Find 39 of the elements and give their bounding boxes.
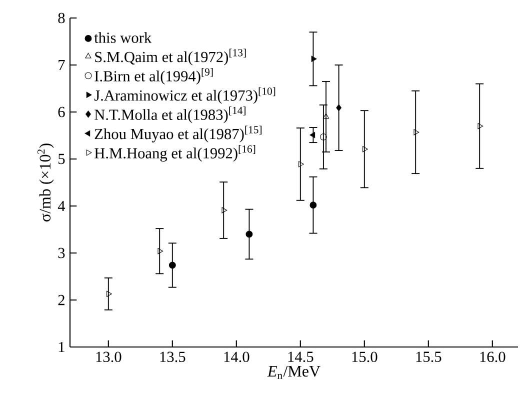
point <box>322 113 330 119</box>
x-axis-title: E$_{n}$/MeV <box>267 366 320 379</box>
point <box>478 123 484 130</box>
point <box>311 56 317 62</box>
point <box>414 129 420 136</box>
legend-label: S.M.Qaim et al(1972)$^{[13]}$ <box>95 48 246 66</box>
y-tick-label: 8 <box>58 12 65 24</box>
point <box>298 161 304 168</box>
point <box>168 262 176 269</box>
y-tick-label: 3 <box>58 248 65 258</box>
x-tick-label: 14.0 <box>224 352 250 362</box>
legend-label: J.Araminowicz et al(1973)$^{[10]}$ <box>94 87 276 104</box>
x-tick-label: 13.0 <box>96 352 122 362</box>
y-axis-title: σ/mb (×10$^{2}$) <box>38 144 54 222</box>
y-tick-label: 5 <box>58 154 65 164</box>
legend-label: N.T.Molla et al(1983)$^{[14]}$ <box>94 106 246 124</box>
x-tick-label: 15.0 <box>352 352 378 362</box>
y-tick-label: 2 <box>58 294 64 306</box>
legend-label: I.Birn et al(1994)$^{[9]}$ <box>94 68 213 85</box>
legend-label: H.M.Hoang et al(1992)$^{[16]}$ <box>94 145 256 162</box>
point <box>158 248 164 254</box>
point <box>106 290 112 297</box>
point <box>310 202 317 209</box>
y-tick-label: 4 <box>58 200 66 212</box>
legend-label: Zhou Muyao et al(1987)$^{[15]}$ <box>94 126 262 142</box>
point <box>320 133 327 140</box>
point <box>222 207 228 214</box>
y-tick-label: 6 <box>58 106 65 118</box>
legend-label: this work <box>94 32 152 43</box>
y-tick-label: 7 <box>58 60 65 70</box>
x-tick-label: 15.5 <box>416 352 442 362</box>
x-tick-label: 16.0 <box>480 352 506 362</box>
x-tick-label: 13.5 <box>160 352 186 362</box>
point <box>246 230 253 238</box>
point <box>336 104 342 112</box>
y-tick-label: 1 <box>58 342 64 352</box>
x-tick-label: 14.5 <box>288 352 314 362</box>
point <box>310 132 316 138</box>
point <box>362 146 368 152</box>
